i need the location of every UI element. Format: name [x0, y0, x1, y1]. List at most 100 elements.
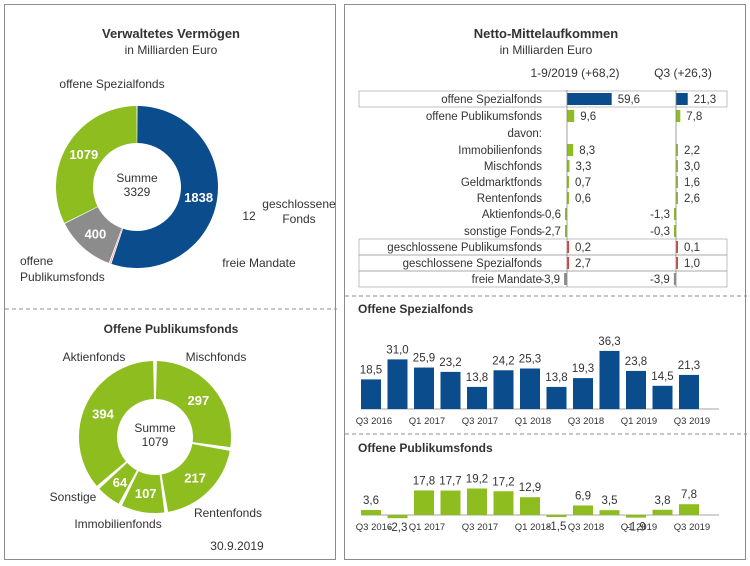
- val-ytd-aktienfonds: -0,6: [541, 209, 561, 221]
- val-q3-geldmarktfonds: 1,6: [684, 177, 700, 189]
- publikum-bar-12: [679, 504, 699, 515]
- bar-ytd-immobilienfonds: [567, 144, 574, 156]
- spezial-bar-10: [626, 370, 646, 409]
- publikum-value-7: -1,5: [547, 521, 567, 533]
- label-aktienfonds: Aktienfonds: [63, 350, 126, 364]
- slice-geschlossene-fonds: [109, 228, 123, 264]
- slice-aktienfonds: [79, 361, 155, 486]
- row-label-freie-mandate: freie Mandate: [472, 274, 542, 286]
- bar-q3-aktienfonds: [674, 208, 676, 220]
- slice-value-mischfonds: 297: [188, 393, 210, 408]
- spezial-value-4: 13,8: [466, 372, 488, 384]
- label-freie-mandate: freie Mandate: [222, 256, 296, 270]
- spezial-value-0: 18,5: [360, 364, 382, 376]
- spezial-value-6: 25,3: [519, 354, 541, 366]
- donut2-center-value: 1079: [142, 435, 169, 449]
- publikum-value-8: 6,9: [575, 490, 591, 502]
- publikum-value-5: 17,2: [492, 476, 514, 488]
- bar-q3-sonstige-fonds: [674, 225, 676, 237]
- bar-ytd-aktienfonds: [565, 208, 567, 220]
- donut-assets: 1838 400 1079: [56, 106, 218, 268]
- bar-ytd-rentenfonds: [567, 192, 569, 204]
- spezial-xlabel-8: Q3 2018: [568, 416, 604, 427]
- slice-immobilienfonds: [121, 471, 165, 513]
- publikum-xlabel-10: Q1 2019: [621, 522, 657, 533]
- label-geschlossene: geschlossene: [262, 197, 336, 211]
- left-panel: Verwaltetes Vermögen in Milliarden Euro …: [4, 4, 337, 560]
- bar-ytd-freie-mandate: [564, 273, 567, 285]
- bar-q3-freie-mandate: [673, 273, 676, 285]
- publikum-bar-8: [573, 505, 593, 515]
- val-q3-freie-mandate: -3,9: [650, 274, 670, 286]
- publikum-bar-0: [361, 510, 381, 515]
- bar-q3-mischfonds: [676, 160, 678, 172]
- row-label-davon: davon:: [507, 128, 542, 140]
- publikum-bar-11: [652, 509, 673, 515]
- slice-offene-spezialfonds: [111, 106, 218, 268]
- spezial-bar-12: [679, 374, 699, 409]
- publikum-bar-3: [440, 490, 461, 515]
- val-ytd-sonstige-fonds: -2,7: [541, 226, 561, 238]
- row-label-sonstige-fonds: sonstige Fonds: [464, 226, 542, 238]
- val-q3-immobilienfonds: 2,2: [684, 145, 700, 157]
- slice-value-offene-publikumsfonds: 1079: [69, 147, 98, 162]
- spezial-value-5: 24,2: [492, 355, 514, 367]
- publikum-xlabel-8: Q3 2018: [568, 522, 604, 533]
- publikum-value-2: 17,8: [413, 475, 435, 487]
- publikum-value-9: 3,5: [602, 495, 618, 507]
- netflow-title: Netto-Mittelaufkommen: [474, 26, 619, 41]
- slice-offene-publikumsfonds: [56, 106, 137, 223]
- val-q3-offene-spezialfonds: 21,3: [694, 94, 716, 106]
- publikum-value-1: -2,3: [388, 522, 408, 534]
- label-immobilienfonds: Immobilienfonds: [74, 517, 161, 531]
- publikum-bar-10: [626, 515, 646, 518]
- publikum-value-12: 7,8: [681, 489, 697, 501]
- publikum-bar-9: [599, 510, 620, 515]
- donut-center-value: 3329: [124, 185, 151, 199]
- slice-value-sonstige: 64: [113, 475, 128, 490]
- publikum-value-0: 3,6: [363, 495, 379, 507]
- label-sonstige: Sonstige: [50, 490, 97, 504]
- donut-publikumsfonds: 297 217 107 64 394: [79, 361, 232, 513]
- publikum-value-4: 19,2: [466, 474, 488, 486]
- label-offene-spezialfonds: offene Spezialfonds: [59, 77, 164, 91]
- bar-ytd-sonstige-fonds: [564, 225, 567, 237]
- date-label: 30.9.2019: [210, 539, 264, 553]
- netflow-col1-header: 1-9/2019 (+68,2): [530, 66, 619, 80]
- row-label-rentenfonds: Rentenfonds: [477, 193, 542, 205]
- row-label-immobilienfonds: Immobilienfonds: [458, 145, 542, 157]
- row-label-aktienfonds: Aktienfonds: [482, 209, 542, 221]
- val-ytd-immobilienfonds: 8,3: [579, 145, 595, 157]
- val-ytd-geschlossene-publikumsfonds: 0,2: [575, 242, 591, 254]
- bar-q3-geschlossene-publikumsfonds: [676, 241, 678, 253]
- val-q3-offene-publikumsfonds: 7,8: [686, 111, 702, 123]
- row-label-mischfonds: Mischfonds: [484, 161, 542, 173]
- spezial-value-10: 23,8: [625, 356, 647, 368]
- spezial-value-1: 31,0: [386, 344, 408, 356]
- val-q3-aktienfonds: -1,3: [650, 209, 670, 221]
- spezial-bar-8: [573, 378, 593, 409]
- publikum-bar-1: [387, 515, 408, 519]
- val-ytd-geldmarktfonds: 0,7: [575, 177, 591, 189]
- bar-q3-offene-spezialfonds: [676, 93, 688, 105]
- bar-q3-offene-publikumsfonds: [676, 110, 681, 122]
- spezial-xlabel-6: Q1 2018: [515, 416, 551, 427]
- bar-q3-rentenfonds: [676, 192, 678, 204]
- bar-q3-immobilienfonds: [676, 144, 678, 156]
- spezial-bar-3: [440, 371, 461, 409]
- publikum-bar-5: [493, 491, 514, 515]
- publikum-xlabel-6: Q1 2018: [515, 522, 551, 533]
- val-ytd-offene-publikumsfonds: 9,6: [580, 111, 596, 123]
- spezial-xlabel-10: Q1 2019: [621, 416, 657, 427]
- bar-q3-geldmarktfonds: [676, 176, 678, 188]
- bar-ytd-geschlossene-publikumsfonds: [567, 241, 569, 253]
- row-frame-offene-spezialfonds: [358, 90, 728, 108]
- spezial-bar-1: [387, 359, 408, 409]
- slice-value-immobilienfonds: 107: [135, 486, 157, 501]
- row-label-geschlossene-publikumsfonds: geschlossene Publikumsfonds: [387, 242, 542, 254]
- netflow-table: offene Spezialfonds 59,6 21,3 offene Publik…: [358, 90, 728, 288]
- slice-mischfonds: [155, 361, 232, 448]
- spezial-bar-2: [414, 367, 434, 409]
- spezial-xlabel-12: Q3 2019: [674, 416, 710, 427]
- publikum-bar-4: [467, 488, 487, 515]
